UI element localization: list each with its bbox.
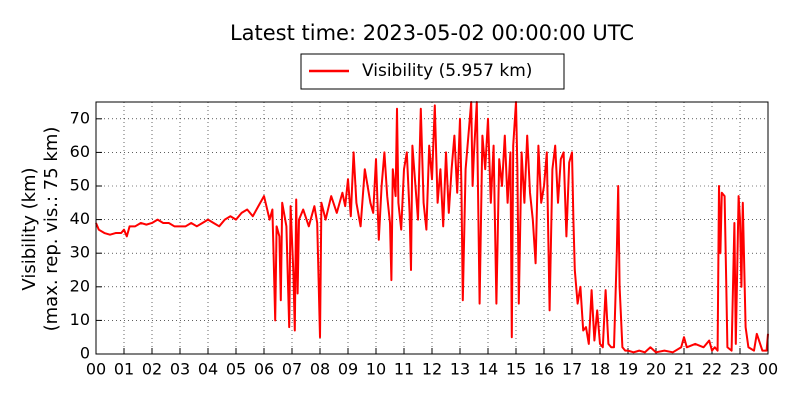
chart-title: Latest time: 2023-05-02 00:00:00 UTC (230, 21, 634, 45)
x-tick-label: 04 (198, 360, 218, 379)
x-tick-label: 03 (170, 360, 190, 379)
y-tick-label: 50 (70, 176, 90, 195)
x-tick-label: 22 (702, 360, 722, 379)
data-line (95, 101, 769, 354)
y-axis-label: (max. rep. vis.: 75 km) (41, 127, 62, 332)
x-tick-label: 13 (450, 360, 470, 379)
plot-frame (95, 101, 769, 355)
legend-label: Visibility (5.957 km) (362, 61, 532, 81)
x-tick-label: 05 (226, 360, 246, 379)
x-tick-label: 19 (618, 360, 638, 379)
y-tick-label: 0 (80, 344, 90, 363)
x-tick-label: 01 (114, 360, 134, 379)
x-tick-label: 11 (394, 360, 414, 379)
x-tick-label: 12 (422, 360, 442, 379)
x-tick-label: 06 (254, 360, 274, 379)
x-tick-label: 08 (310, 360, 330, 379)
x-tick-label: 09 (338, 360, 358, 379)
x-tick-label: 00 (86, 360, 106, 379)
x-tick-label: 07 (282, 360, 302, 379)
x-tick-label: 18 (590, 360, 610, 379)
x-tick-label: 20 (646, 360, 666, 379)
x-tick-label: 17 (562, 360, 582, 379)
x-tick-label: 00 (758, 360, 778, 379)
x-tick-label: 10 (366, 360, 386, 379)
x-tick-label: 15 (506, 360, 526, 379)
y-axis-label: Visibility (km) (19, 167, 40, 290)
x-tick-label: 02 (142, 360, 162, 379)
y-tick-label: 10 (70, 310, 90, 329)
x-tick-label: 23 (730, 360, 750, 379)
x-tick-label: 14 (478, 360, 498, 379)
y-tick-label: 40 (70, 209, 90, 228)
y-tick-label: 70 (70, 108, 90, 127)
x-tick-label: 16 (534, 360, 554, 379)
x-tick-label: 21 (674, 360, 694, 379)
y-tick-label: 60 (70, 142, 90, 161)
y-tick-label: 20 (70, 276, 90, 295)
y-tick-label: 30 (70, 243, 90, 262)
